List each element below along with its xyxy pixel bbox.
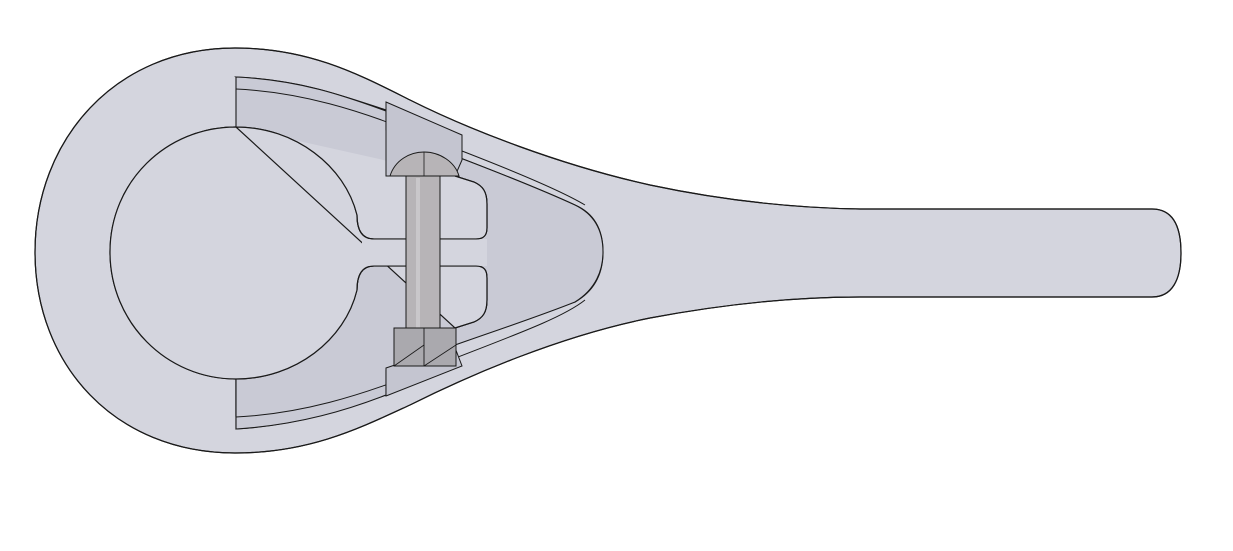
- hex-nut-chamfer-right: [423, 344, 457, 367]
- hex-nut-chamfer-left: [393, 344, 425, 367]
- jaw-upper-edge: [356, 175, 488, 240]
- hex-nut: [393, 327, 457, 367]
- hex-nut-body: [393, 327, 457, 367]
- bolt-shaft: [405, 175, 441, 331]
- jaw-lower-edge: [356, 265, 488, 329]
- clamp-body-outline: [34, 47, 1182, 454]
